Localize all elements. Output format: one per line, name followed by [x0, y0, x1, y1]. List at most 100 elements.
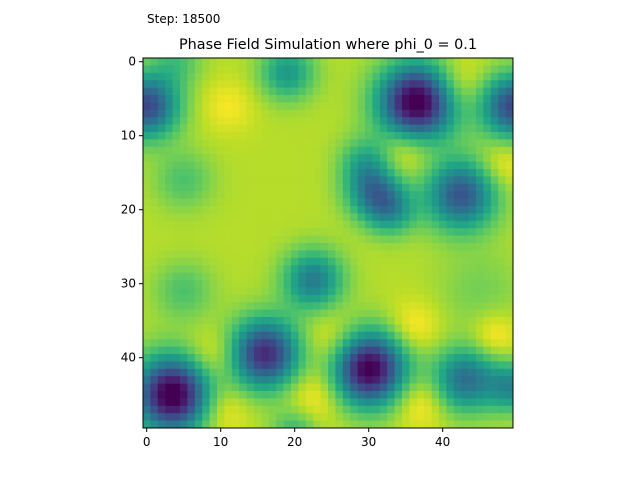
heatmap-cell [365, 339, 373, 347]
heatmap-cell [298, 117, 307, 125]
heatmap-cell [231, 117, 240, 125]
heatmap-cell [202, 235, 210, 244]
heatmap-cell [350, 302, 358, 310]
heatmap-cell [143, 317, 151, 325]
heatmap-cell [424, 405, 432, 414]
heatmap-cell [268, 346, 277, 355]
heatmap-cell [357, 302, 366, 310]
heatmap-cell [187, 169, 196, 177]
heatmap-cell [202, 139, 210, 148]
heatmap-cell [335, 257, 344, 266]
heatmap-cell [328, 280, 336, 288]
heatmap-cell [283, 191, 292, 199]
heatmap-cell [165, 176, 173, 185]
heatmap-cell [224, 243, 233, 251]
heatmap-cell [365, 132, 373, 140]
heatmap-cell [476, 235, 484, 244]
heatmap-cell [254, 243, 262, 251]
heatmap-cell [350, 213, 358, 222]
heatmap-cell [276, 294, 284, 303]
heatmap-cell [342, 272, 351, 281]
heatmap-cell [194, 176, 203, 185]
heatmap-cell [298, 183, 307, 192]
heatmap-cell [446, 250, 455, 259]
heatmap-cell [387, 58, 395, 66]
heatmap-cell [357, 324, 366, 333]
heatmap-cell [217, 413, 225, 421]
heatmap-cell [476, 413, 484, 421]
heatmap-cell [172, 95, 181, 103]
heatmap-cell [379, 213, 388, 222]
heatmap-cell [268, 309, 277, 318]
heatmap-cell [217, 368, 225, 377]
heatmap-cell [431, 161, 440, 170]
heatmap-cell [490, 109, 499, 118]
heatmap-cell [402, 124, 410, 133]
heatmap-cell [476, 339, 484, 347]
heatmap-cell [416, 383, 425, 392]
heatmap-cell [439, 95, 447, 103]
heatmap-cell [350, 154, 358, 162]
heatmap-cell [490, 420, 499, 429]
heatmap-cell [283, 265, 292, 273]
heatmap-cell [335, 302, 344, 310]
heatmap-cell [165, 243, 173, 251]
heatmap-cell [165, 420, 173, 429]
heatmap-cell [209, 95, 218, 103]
heatmap-cell [283, 280, 292, 288]
heatmap-cell [150, 87, 159, 96]
heatmap-cell [394, 383, 403, 392]
heatmap-cell [490, 294, 499, 303]
heatmap-cell [224, 146, 233, 155]
heatmap-cell [143, 368, 151, 377]
heatmap-cell [335, 265, 344, 273]
heatmap-cell [335, 228, 344, 236]
heatmap-cell [468, 317, 477, 325]
heatmap-cell [335, 250, 344, 259]
heatmap-cell [424, 161, 432, 170]
heatmap-cell [439, 302, 447, 310]
heatmap-cell [505, 176, 514, 185]
heatmap-cell [291, 376, 299, 384]
heatmap-cell [143, 87, 151, 96]
heatmap-cell [202, 95, 210, 103]
heatmap-cell [305, 220, 314, 229]
heatmap-cell [313, 183, 321, 192]
heatmap-cell [424, 339, 432, 347]
heatmap-cell [305, 124, 314, 133]
heatmap-cell [194, 257, 203, 266]
heatmap-cell [342, 405, 351, 414]
heatmap-cell [424, 317, 432, 325]
heatmap-cell [187, 65, 196, 74]
heatmap-cell [305, 176, 314, 185]
heatmap-cell [468, 72, 477, 81]
heatmap-cell [505, 228, 514, 236]
heatmap-cell [305, 346, 314, 355]
heatmap-cell [313, 146, 321, 155]
heatmap-cell [194, 146, 203, 155]
heatmap-cell [254, 391, 262, 399]
heatmap-cell [490, 413, 499, 421]
heatmap-cell [490, 191, 499, 199]
heatmap-cell [372, 324, 381, 333]
heatmap-cell [217, 376, 225, 384]
heatmap-cell [357, 198, 366, 207]
heatmap-cell [224, 117, 233, 125]
heatmap-cell [239, 272, 247, 281]
heatmap-cell [483, 109, 492, 118]
heatmap-cell [476, 346, 484, 355]
heatmap-cell [246, 124, 255, 133]
heatmap-cell [498, 354, 506, 362]
heatmap-cell [483, 65, 492, 74]
heatmap-cell [231, 361, 240, 370]
heatmap-cell [239, 361, 247, 370]
heatmap-cell [217, 398, 225, 407]
heatmap-cell [254, 228, 262, 236]
heatmap-cell [224, 339, 233, 347]
heatmap-cell [402, 250, 410, 259]
heatmap-cell [505, 280, 514, 288]
heatmap-cell [150, 235, 159, 244]
heatmap-cell [394, 117, 403, 125]
heatmap-cell [365, 213, 373, 222]
heatmap-cell [505, 250, 514, 259]
